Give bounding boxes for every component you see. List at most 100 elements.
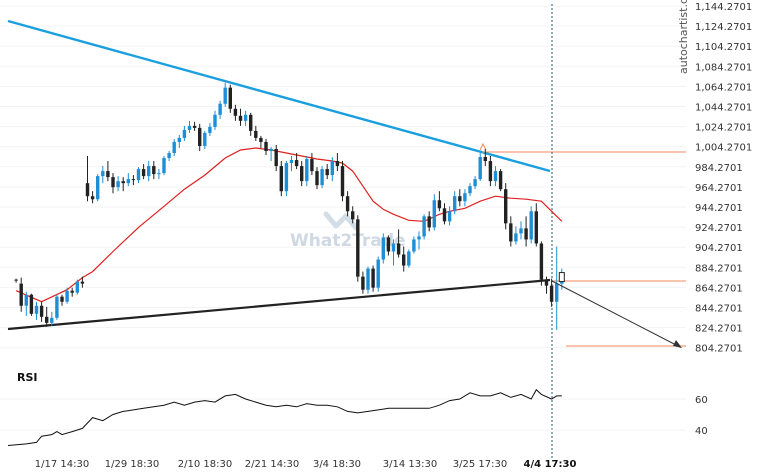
candle-body: [366, 268, 370, 290]
candle: [238, 108, 243, 126]
candle: [478, 153, 482, 182]
rsi-line: [7, 388, 562, 446]
candle: [361, 271, 365, 294]
forecast-arrow-line: [551, 280, 679, 347]
candle: [407, 249, 411, 268]
price-tick-label: 804.2701: [695, 344, 743, 355]
candle: [519, 221, 523, 240]
candle-body: [478, 157, 482, 180]
candle-body: [19, 283, 23, 306]
candle: [208, 122, 212, 136]
candle-body: [80, 281, 85, 284]
candle: [147, 161, 151, 182]
candle-body: [172, 141, 176, 154]
candle: [45, 306, 49, 327]
price-tick-label: 1,144.2701: [695, 2, 752, 13]
candle-body: [24, 294, 28, 306]
price-tick-label: 1,104.2701: [695, 42, 752, 53]
candle: [187, 120, 192, 133]
candle-body: [437, 200, 442, 209]
price-tick-label: 1,064.2701: [695, 82, 752, 93]
candle: [264, 138, 268, 156]
candle: [279, 161, 283, 197]
candle: [75, 279, 79, 295]
candle-body: [524, 228, 528, 240]
candle: [427, 211, 431, 232]
time-tick-label: 2/10 18:30: [178, 459, 232, 470]
candle-body: [116, 181, 120, 188]
candle-body: [412, 239, 416, 252]
candle: [19, 277, 23, 312]
candle: [330, 157, 334, 182]
candle-body: [182, 129, 187, 138]
candle-body: [289, 160, 294, 164]
candle: [136, 167, 141, 184]
price-grid: [0, 5, 686, 349]
candle-body: [284, 163, 289, 192]
candle: [432, 194, 436, 231]
candle-body: [315, 171, 319, 186]
time-tick-label: 4/4 17:30: [524, 459, 577, 470]
candle-body: [463, 193, 467, 202]
candle: [80, 276, 85, 288]
candle-body: [427, 216, 431, 228]
candle: [539, 241, 544, 286]
price-tick-label: 964.2701: [695, 183, 743, 194]
candle-body: [39, 305, 44, 317]
pattern-overlays: [7, 4, 686, 460]
candle: [218, 100, 222, 119]
candle: [514, 226, 518, 245]
candle: [116, 176, 120, 192]
candle: [177, 134, 181, 148]
rsi-tick-label: 60: [695, 395, 708, 406]
time-tick-label: 1/29 18:30: [105, 459, 159, 470]
candle-body: [509, 223, 513, 242]
candle-body: [402, 254, 406, 266]
candle: [192, 121, 197, 131]
candle: [85, 156, 90, 202]
candle-body: [386, 237, 391, 252]
price-tick-label: 844.2701: [695, 304, 743, 315]
candle: [422, 214, 426, 240]
candle: [111, 173, 115, 194]
time-tick-label: 2/21 14:30: [245, 459, 299, 470]
candle-body: [208, 126, 212, 133]
candle: [396, 229, 401, 258]
candle: [371, 265, 375, 292]
candle: [453, 191, 457, 215]
candle-body: [177, 137, 181, 142]
time-tick-label: 3/14 13:30: [383, 459, 437, 470]
candle-body: [345, 196, 350, 212]
rsi-panel: 60 40: [0, 388, 708, 446]
candle-body: [498, 171, 503, 190]
candle: [14, 278, 18, 283]
candle: [34, 301, 39, 320]
candle-body: [192, 125, 197, 128]
candle-body: [254, 130, 258, 138]
price-tick-label: 1,044.2701: [695, 103, 752, 114]
candle-body: [167, 153, 171, 159]
candle: [29, 293, 34, 316]
candle-body: [376, 259, 380, 288]
candle: [335, 153, 340, 172]
candle-body: [70, 290, 74, 293]
candle: [249, 112, 253, 136]
candle-body: [187, 125, 192, 130]
candle-body: [356, 219, 360, 277]
candle-body: [269, 148, 273, 151]
candle-body: [340, 166, 345, 197]
candle-body: [361, 276, 365, 290]
candle: [468, 183, 472, 197]
candle-body: [218, 103, 222, 115]
candle-body: [101, 171, 105, 177]
candle: [345, 191, 350, 217]
candle: [386, 235, 391, 256]
candle-body: [442, 208, 447, 222]
candle: [376, 256, 380, 292]
candle: [96, 174, 100, 202]
candle-body: [422, 216, 426, 237]
candle-body: [121, 181, 125, 184]
time-tick-label: 3/25 17:30: [453, 459, 507, 470]
candle-body: [55, 296, 59, 318]
candle-body: [203, 132, 207, 146]
